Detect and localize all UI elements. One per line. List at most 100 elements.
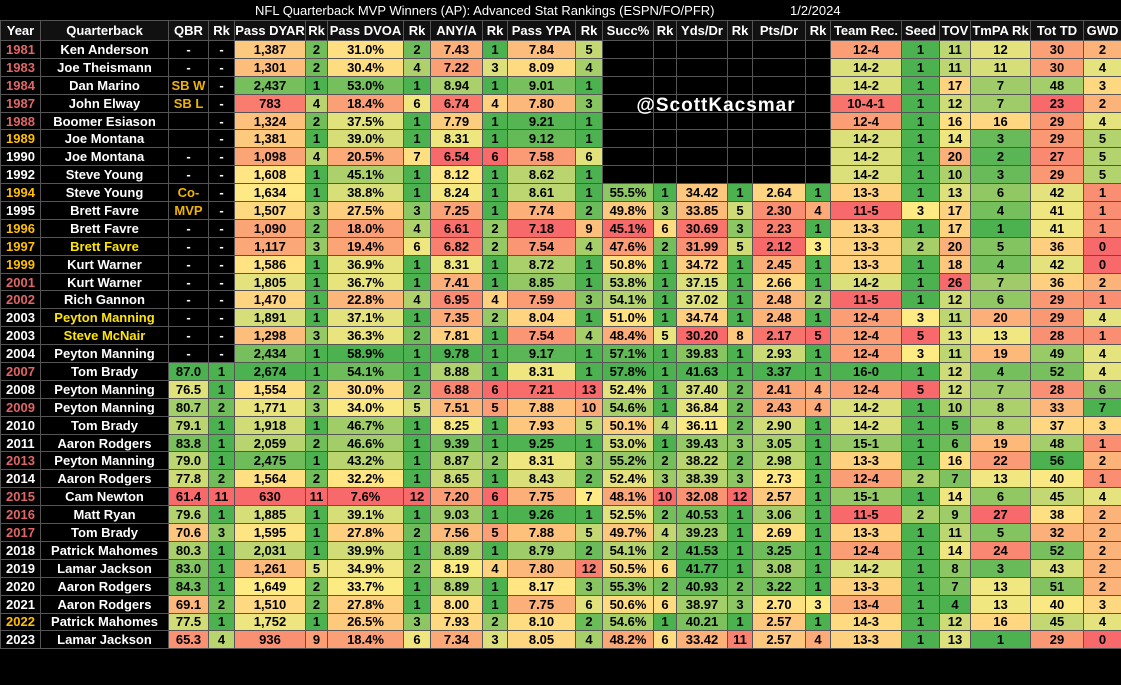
cell: - <box>208 236 235 256</box>
cell: 6 <box>970 487 1031 507</box>
cell: 1,301 <box>234 57 306 77</box>
cell: 3 <box>1083 415 1121 435</box>
cell: 1 <box>805 576 831 596</box>
cell: 32 <box>1030 523 1084 542</box>
cell: 2 <box>482 236 508 256</box>
column-header: Rk <box>482 20 508 41</box>
cell: 5 <box>727 201 753 220</box>
cell: 13-3 <box>830 523 902 542</box>
cell: 4 <box>575 57 603 77</box>
cell: 1 <box>482 505 508 525</box>
cell: 7.75 <box>507 487 576 507</box>
cell: 77.8 <box>168 469 209 489</box>
cell: 50.1% <box>602 415 654 435</box>
cell: 1990 <box>0 147 41 167</box>
cell: 12-4 <box>830 344 902 364</box>
column-header: Succ% <box>602 20 654 41</box>
cell: 11 <box>939 57 971 77</box>
cell: 2 <box>727 397 753 417</box>
cell: 5 <box>1083 147 1121 167</box>
cell: 48 <box>1030 433 1084 453</box>
cell: 7.88 <box>507 523 576 542</box>
cell: 19.4% <box>327 236 404 256</box>
cell: 36.84 <box>676 397 728 417</box>
cell: 2 <box>805 290 831 310</box>
cell: 1 <box>653 308 677 328</box>
cell: 77.5 <box>168 612 209 632</box>
cell: 1 <box>482 594 508 614</box>
cell: 1,507 <box>234 201 306 220</box>
cell: 33.85 <box>676 201 728 220</box>
cell: Aaron Rodgers <box>40 576 169 596</box>
cell: 7.54 <box>507 236 576 256</box>
cell: 2,437 <box>234 75 306 95</box>
cell <box>805 165 831 185</box>
cell: 5 <box>970 523 1031 542</box>
cell: 3 <box>727 218 753 238</box>
cell: 1 <box>403 505 431 525</box>
cell: 8.25 <box>430 415 483 435</box>
cell: 1 <box>305 129 328 149</box>
cell: 30 <box>1030 57 1084 77</box>
cell: 13 <box>970 469 1031 489</box>
cell: - <box>208 40 235 59</box>
cell: 8.31 <box>507 451 576 471</box>
cell: 2 <box>403 523 431 542</box>
cell: 2 <box>305 433 328 453</box>
cell: 7.22 <box>430 57 483 77</box>
cell: - <box>208 93 235 113</box>
cell: - <box>168 218 209 238</box>
cell: 7.88 <box>507 397 576 417</box>
cell: Peyton Manning <box>40 379 169 399</box>
cell <box>752 111 806 131</box>
cell: 1 <box>403 111 431 131</box>
cell: 8 <box>727 326 753 346</box>
cell: 3 <box>970 558 1031 578</box>
cell: 4 <box>970 362 1031 381</box>
cell: 19 <box>970 433 1031 453</box>
cell: 12-4 <box>830 326 902 346</box>
column-header: Rk <box>727 20 753 41</box>
cell: 1 <box>482 415 508 435</box>
cell: 2 <box>1083 505 1121 525</box>
cell: 22 <box>970 451 1031 471</box>
cell: 1 <box>482 469 508 489</box>
cell: 1 <box>901 487 940 507</box>
cell: 2010 <box>0 415 41 435</box>
cell: 58.9% <box>327 344 404 364</box>
row: 2016 Matt Ryan 79.6 1 1,885 1 39.1% 1 9.03 1 9.26 1… <box>0 505 1121 525</box>
column-header: Rk <box>305 20 328 41</box>
cell: 7.18 <box>507 218 576 238</box>
cell: 2.64 <box>752 183 806 203</box>
cell: 6 <box>403 236 431 256</box>
cell: 31.0% <box>327 40 404 59</box>
cell: - <box>208 183 235 203</box>
cell: 7.54 <box>507 326 576 346</box>
cell: 7 <box>403 147 431 167</box>
cell: 2 <box>727 576 753 596</box>
cell: 55.3% <box>602 576 654 596</box>
cell: 11 <box>305 487 328 507</box>
cell: 10 <box>575 397 603 417</box>
cell: 1 <box>482 362 508 381</box>
cell: 37.1% <box>327 308 404 328</box>
cell: 2,031 <box>234 540 306 560</box>
cell: 37.15 <box>676 272 728 292</box>
watermark: @ScottKacsmar <box>636 94 796 116</box>
cell: 52 <box>1030 540 1084 560</box>
row: 1995 Brett Favre MVP -1,507 3 27.5% 3 7.25 1 7.74… <box>0 201 1121 220</box>
column-header: QBR <box>168 20 209 41</box>
cell: 10 <box>653 487 677 507</box>
cell: 34.9% <box>327 558 404 578</box>
cell <box>676 40 728 59</box>
cell: 13 <box>939 630 971 650</box>
cell <box>602 40 654 59</box>
cell: 1 <box>305 344 328 364</box>
cell: 6 <box>482 379 508 399</box>
cell: 15-1 <box>830 433 902 453</box>
cell: 1 <box>901 433 940 453</box>
cell: 9 <box>305 630 328 650</box>
cell: 5 <box>1083 165 1121 185</box>
cell: 1 <box>208 415 235 435</box>
cell: 6.82 <box>430 236 483 256</box>
